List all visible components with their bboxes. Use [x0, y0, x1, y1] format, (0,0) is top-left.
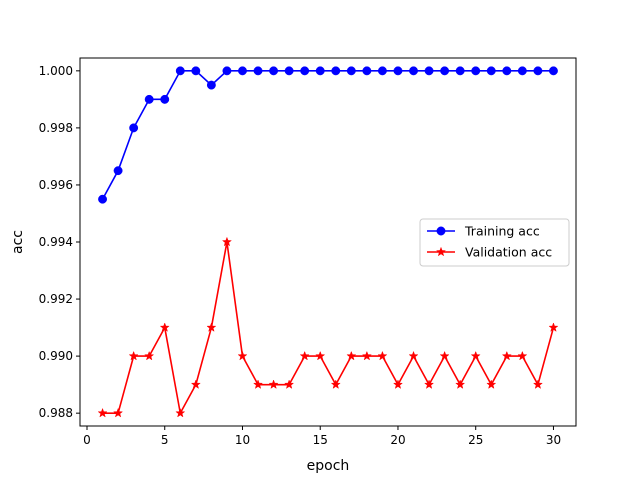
series-training — [98, 66, 558, 204]
x-tick-label: 5 — [161, 433, 169, 447]
x-tick-label: 15 — [313, 433, 328, 447]
data-point — [206, 322, 217, 332]
data-point — [455, 379, 466, 389]
data-point — [470, 350, 481, 361]
x-tick-label: 30 — [546, 433, 561, 447]
legend: Training acc Validation acc — [419, 218, 570, 267]
data-point — [252, 379, 264, 389]
data-point — [98, 194, 107, 204]
data-point — [160, 94, 170, 104]
data-point — [393, 66, 403, 76]
data-point — [501, 350, 512, 361]
data-point — [532, 379, 543, 389]
data-point — [268, 379, 279, 389]
data-point — [377, 350, 388, 361]
y-tick-label: 0.996 — [39, 178, 73, 192]
data-point — [517, 350, 528, 361]
x-tick-label: 20 — [390, 433, 405, 447]
y-tick-label: 0.988 — [39, 406, 73, 420]
data-point — [129, 123, 139, 133]
data-point — [237, 350, 248, 361]
data-point — [221, 236, 233, 247]
legend-marker — [435, 246, 447, 257]
data-point — [113, 407, 124, 418]
data-point — [206, 80, 216, 90]
series-line — [102, 241, 555, 414]
legend-label: Validation acc — [465, 245, 552, 260]
data-point — [409, 66, 418, 76]
legend-item: Training acc — [427, 224, 540, 239]
data-point — [190, 379, 201, 389]
y-axis-label: acc — [10, 230, 26, 254]
data-point — [486, 66, 496, 76]
data-point — [549, 66, 558, 76]
data-point — [315, 350, 326, 361]
data-point — [300, 66, 310, 76]
x-tick-label: 0 — [83, 433, 91, 447]
data-point — [346, 350, 357, 361]
data-point — [159, 322, 170, 332]
data-point — [424, 66, 434, 76]
data-point — [423, 379, 435, 389]
legend-box — [419, 218, 570, 267]
data-point — [408, 350, 419, 361]
data-point — [517, 66, 527, 76]
data-point — [315, 66, 325, 76]
data-point — [222, 66, 232, 76]
series-validation — [97, 236, 559, 418]
data-point — [377, 66, 387, 76]
data-point — [346, 66, 356, 76]
data-point — [269, 66, 279, 76]
legend-marker — [436, 226, 446, 236]
x-tick-label: 10 — [235, 433, 250, 447]
data-point — [471, 66, 481, 76]
y-tick-label: 0.992 — [39, 292, 73, 306]
y-tick-label: 0.990 — [39, 349, 73, 363]
y-tick-label: 1.000 — [39, 64, 73, 78]
data-point — [548, 322, 559, 332]
y-tick-label: 0.998 — [39, 121, 73, 135]
legend-label: Training acc — [464, 224, 540, 239]
data-point — [502, 66, 512, 76]
data-point — [253, 66, 263, 76]
data-point — [191, 66, 201, 76]
data-point — [533, 66, 543, 76]
data-point — [299, 350, 310, 361]
data-point — [238, 66, 247, 76]
data-point — [284, 66, 294, 76]
data-point — [128, 350, 139, 361]
data-point — [455, 66, 465, 76]
data-point — [392, 379, 404, 389]
series-layer — [97, 66, 559, 418]
data-point — [144, 350, 155, 361]
data-point — [175, 66, 185, 76]
data-point — [284, 379, 295, 389]
data-point — [362, 66, 372, 76]
data-point — [439, 350, 450, 361]
axes-layer: 0 5 10 15 20 25 30 0.988 0.990 0.992 0.994 0.996 0.9… — [39, 57, 577, 447]
legend-item: Validation acc — [427, 245, 552, 260]
data-point — [440, 66, 450, 76]
data-point — [175, 407, 186, 418]
data-point — [113, 166, 123, 176]
data-point — [361, 350, 372, 361]
x-axis-label: epoch — [307, 458, 350, 474]
data-point — [144, 94, 154, 104]
x-tick-label: 25 — [468, 433, 483, 447]
data-point — [486, 379, 497, 389]
data-point — [331, 66, 341, 76]
y-tick-label: 0.994 — [39, 235, 73, 249]
data-point — [97, 407, 108, 418]
data-point — [330, 379, 341, 389]
